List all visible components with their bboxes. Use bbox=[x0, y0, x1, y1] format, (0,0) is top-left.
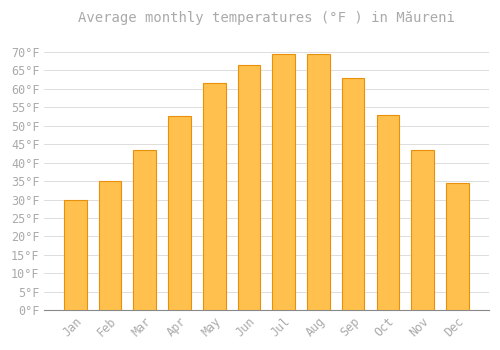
Bar bbox=[64, 199, 86, 310]
Bar bbox=[238, 65, 260, 310]
Bar bbox=[134, 150, 156, 310]
Bar bbox=[412, 150, 434, 310]
Bar bbox=[272, 54, 295, 310]
Bar bbox=[307, 54, 330, 310]
Title: Average monthly temperatures (°F ) in Măureni: Average monthly temperatures (°F ) in Mă… bbox=[78, 11, 455, 25]
Bar bbox=[168, 117, 191, 310]
Bar bbox=[342, 78, 364, 310]
Bar bbox=[446, 183, 468, 310]
Bar bbox=[98, 181, 122, 310]
Bar bbox=[203, 83, 226, 310]
Bar bbox=[376, 114, 399, 310]
